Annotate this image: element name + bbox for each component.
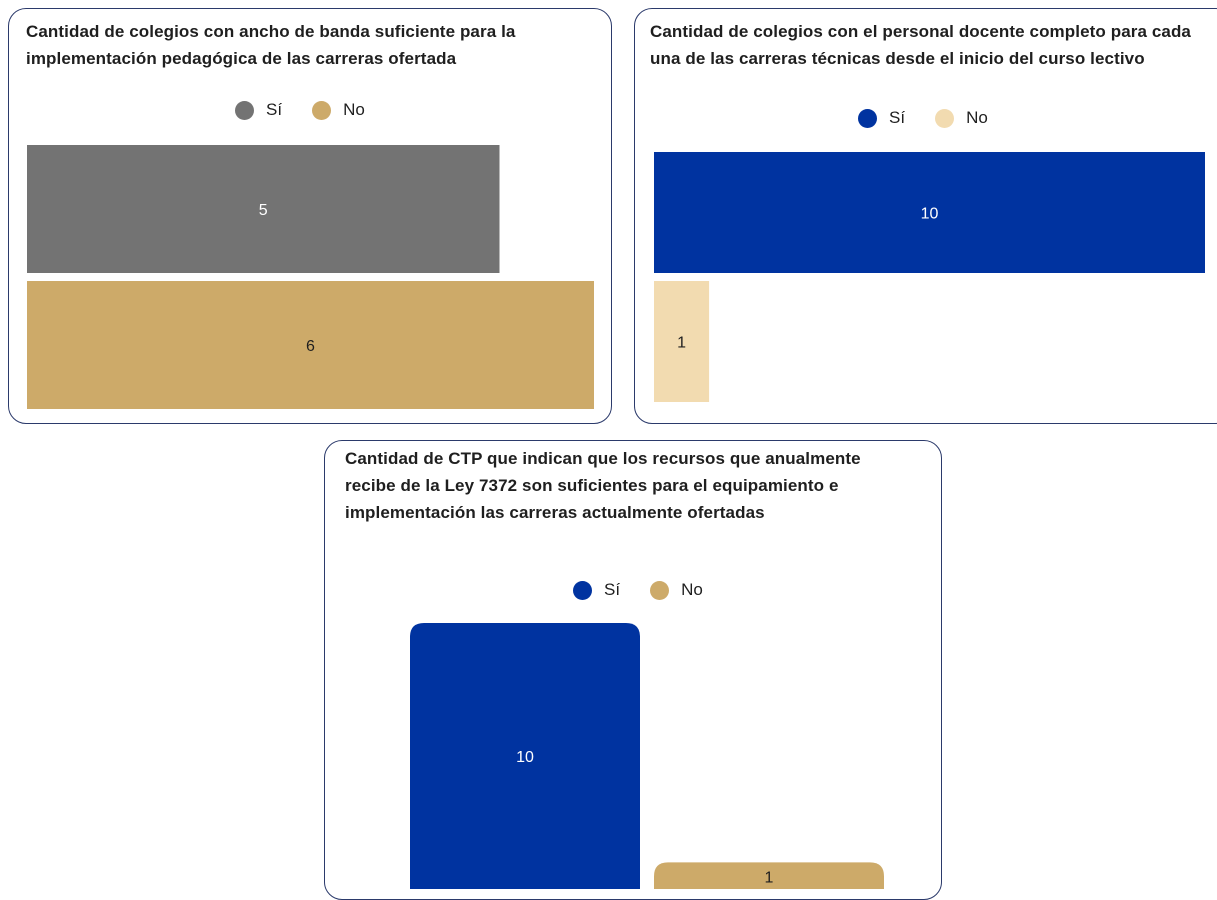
legend-item-no[interactable]: No — [935, 108, 988, 128]
data-label-si: 5 — [259, 202, 268, 219]
bar-no[interactable] — [27, 281, 594, 409]
chart-legend: Sí No — [573, 580, 733, 600]
chart-title: Cantidad de colegios con el personal doc… — [650, 22, 1191, 68]
legend-swatch-si — [858, 108, 877, 128]
legend-swatch-no — [935, 108, 955, 128]
bar-si[interactable] — [27, 145, 500, 273]
chart-title: Cantidad de CTP que indican que los recu… — [345, 449, 861, 522]
bar-si[interactable] — [654, 152, 1205, 273]
chart-title: Cantidad de colegios con ancho de banda … — [26, 22, 516, 68]
bar-no[interactable] — [654, 281, 710, 402]
legend-item-no[interactable]: No — [312, 100, 365, 120]
data-label-no: 6 — [306, 338, 315, 355]
legend-item-no[interactable]: No — [650, 580, 703, 600]
bar-plot: 10 1 — [410, 623, 884, 889]
legend-item-si[interactable]: Sí — [573, 580, 620, 600]
chart-card-personal-docente: Cantidad de colegios con el personal doc… — [634, 8, 1217, 424]
legend-item-si[interactable]: Sí — [858, 108, 905, 128]
legend-item-si[interactable]: Sí — [235, 100, 282, 120]
data-label-si: 10 — [516, 749, 534, 766]
legend-label-no: No — [966, 108, 988, 127]
bar-no[interactable] — [654, 862, 884, 889]
chart-legend: Sí No — [858, 108, 1018, 128]
chart-card-ley-7372: Cantidad de CTP que indican que los recu… — [324, 440, 942, 900]
legend-swatch-si — [573, 580, 592, 600]
legend-swatch-no — [312, 100, 332, 120]
data-label-no: 1 — [765, 869, 774, 886]
legend-swatch-no — [650, 580, 670, 600]
legend-label-si: Sí — [604, 580, 621, 599]
legend-label-no: No — [343, 100, 365, 119]
chart-legend: Sí No — [235, 100, 395, 120]
chart-card-ancho-banda: Cantidad de colegios con ancho de banda … — [8, 8, 612, 424]
legend-swatch-si — [235, 100, 254, 120]
bar-plot: 10 1 — [654, 152, 1205, 402]
data-label-si: 10 — [921, 206, 939, 223]
legend-label-no: No — [681, 580, 703, 599]
legend-label-si: Sí — [266, 100, 283, 119]
bar-si[interactable] — [410, 623, 640, 889]
legend-label-si: Sí — [889, 108, 906, 127]
bar-plot: 56 — [27, 145, 594, 409]
data-label-no: 1 — [677, 335, 686, 352]
